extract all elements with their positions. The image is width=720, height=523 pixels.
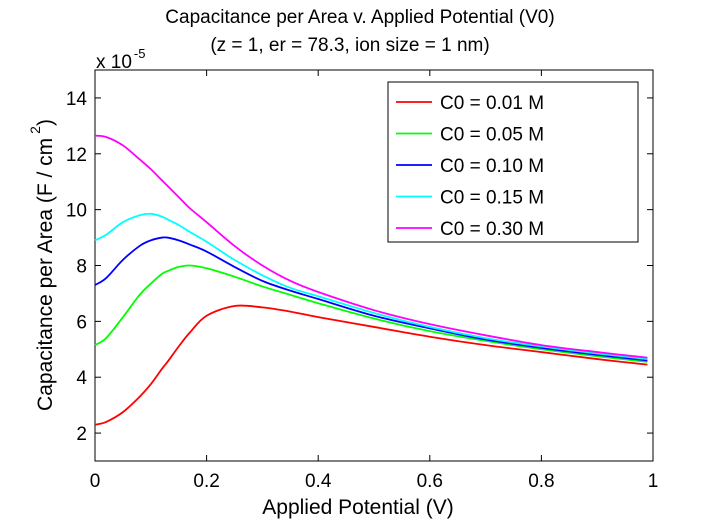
y-tick-label: 2 [76,424,87,445]
y-axis-label: Capacitance per Area (F / cm 2) [27,119,57,411]
y-tick-label: 12 [66,145,87,166]
legend-label: C0 = 0.01 M [440,93,544,114]
y-axis: 2 4 6 8 10 12 14 [66,89,653,445]
legend-label: C0 = 0.15 M [440,188,544,209]
series-line [94,134,648,359]
x-tick-label: 0.8 [528,471,554,492]
x-tick-label: 0.4 [305,471,332,492]
series-line [94,236,648,362]
y-tick-label: 8 [76,257,87,278]
series-line [94,212,648,360]
y-tick-label: 6 [76,312,87,333]
legend-label: C0 = 0.05 M [440,125,544,146]
y-axis-label-superscript: 2 [27,126,43,134]
y-axis-label-close: ) [34,119,57,126]
series-lines [94,134,648,426]
legend-box [387,81,639,243]
y-multiplier-base: x 10 [96,52,132,73]
x-tick-label: 1 [648,471,659,492]
legend-label: C0 = 0.10 M [440,156,544,177]
chart-title: Capacitance per Area v. Applied Potentia… [165,7,554,28]
x-tick-label: 0.6 [417,471,443,492]
legend: C0 = 0.01 M C0 = 0.05 M C0 = 0.10 M C0 = 0.… [387,81,639,243]
y-tick-label: 4 [76,368,87,389]
x-tick-label: 0 [90,471,101,492]
y-multiplier: x 10 -5 [96,46,145,73]
series-line [94,264,648,363]
x-axis: 0 0.2 0.4 0.6 0.8 1 [90,70,659,492]
chart-subtitle: (z = 1, er = 78.3, ion size = 1 nm) [210,35,489,56]
legend-label: C0 = 0.30 M [440,219,544,240]
y-axis-label-main: Capacitance per Area (F / cm [34,138,57,411]
y-multiplier-exponent: -5 [134,46,146,61]
y-tick-label: 10 [66,201,87,222]
series-line [94,304,648,426]
x-tick-label: 0.2 [193,471,219,492]
x-axis-label: Applied Potential (V) [262,496,453,519]
y-tick-label: 14 [66,89,88,110]
